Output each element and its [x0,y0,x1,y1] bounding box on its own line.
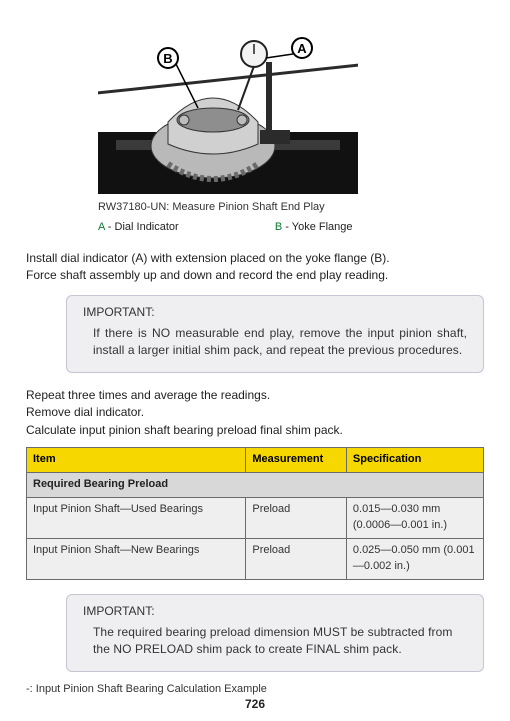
page-number: 726 [0,696,510,713]
figure-indicator-post [266,62,272,134]
important-note-1: IMPORTANT: If there is NO measurable end… [66,295,484,373]
legend-a-key: A [98,221,105,233]
table-header-row: Item Measurement Specification [27,448,484,473]
td-subhead: Required Bearing Preload [27,472,484,497]
figure-container: B A [98,24,484,194]
note1-body: If there is NO measurable end play, remo… [83,325,467,360]
table-row: Input Pinion Shaft—Used Bearings Preload… [27,497,484,538]
callout-b-label: B [163,51,172,66]
th-item: Item [27,448,246,473]
para2-line3: Calculate input pinion shaft bearing pre… [26,423,343,437]
para1-line1: Install dial indicator (A) with extensio… [26,251,390,265]
td-spec: 0.015—0.030 mm (0.0006—0.001 in.) [346,497,483,538]
th-meas: Measurement [246,448,347,473]
figure-svg: B A [98,24,358,194]
paragraph-1: Install dial indicator (A) with extensio… [26,250,484,285]
paragraph-2: Repeat three times and average the readi… [26,387,484,439]
callout-a-label: A [297,41,307,56]
td-meas: Preload [246,538,347,579]
td-item: Input Pinion Shaft—New Bearings [27,538,246,579]
th-spec: Specification [346,448,483,473]
important-note-2: IMPORTANT: The required bearing preload … [66,594,484,672]
para2-line2: Remove dial indicator. [26,405,144,419]
legend-a-text: - Dial Indicator [105,221,179,233]
td-spec: 0.025—0.050 mm (0.001—0.002 in.) [346,538,483,579]
td-item: Input Pinion Shaft—Used Bearings [27,497,246,538]
figure-caption: RW37180-UN: Measure Pinion Shaft End Pla… [98,200,484,216]
figure-indicator-base [260,130,290,144]
legend-b-text: - Yoke Flange [282,221,352,233]
figure-bolt-left [179,115,189,125]
note1-label: IMPORTANT: [83,304,467,321]
figure-bolt-right [237,115,247,125]
para1-line2: Force shaft assembly up and down and rec… [26,268,388,282]
td-meas: Preload [246,497,347,538]
spec-table: Item Measurement Specification Required … [26,447,484,580]
table-row: Input Pinion Shaft—New Bearings Preload … [27,538,484,579]
figure-legend: A - Dial Indicator B - Yoke Flange [98,220,484,236]
para2-line1: Repeat three times and average the readi… [26,388,270,402]
note2-body: The required bearing preload dimension M… [83,624,467,659]
table-subhead-row: Required Bearing Preload [27,472,484,497]
note2-label: IMPORTANT: [83,603,467,620]
